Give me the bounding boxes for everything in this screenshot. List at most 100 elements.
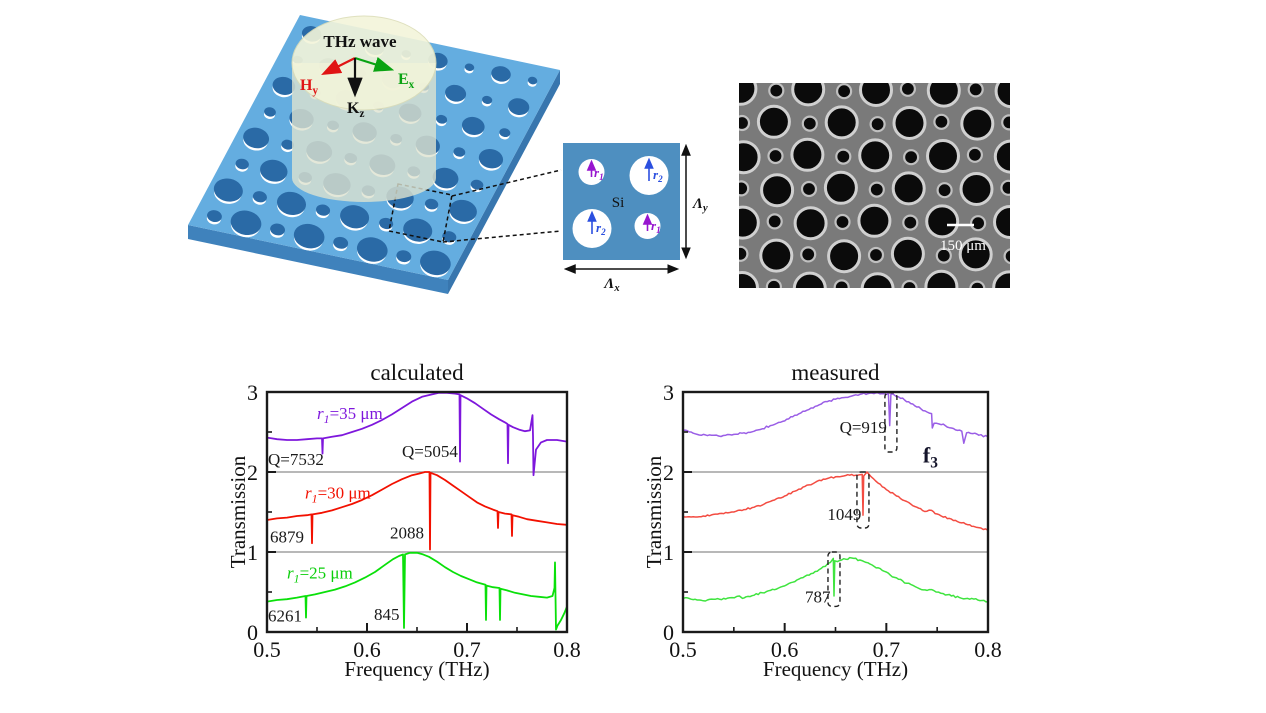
sem-hole-large	[792, 271, 827, 288]
slab-hole	[482, 95, 493, 104]
slab-side-left	[188, 225, 448, 294]
y-tick-label: 1	[247, 540, 258, 565]
slab-hole	[207, 210, 222, 223]
sem-hole-small	[800, 180, 818, 198]
sem-hole-small	[1001, 114, 1010, 131]
slab-hole	[270, 223, 285, 236]
sem-hole-small	[933, 113, 950, 130]
sem-hole-large	[892, 106, 927, 140]
annotation: Q=919	[840, 418, 887, 437]
x-tick-label: 0.8	[974, 637, 1002, 662]
r2-label: r2	[653, 167, 663, 184]
scale-bar-label: 150 μm	[940, 238, 986, 254]
series-group	[683, 392, 988, 603]
sem-hole-large	[759, 238, 794, 273]
lambda-y-label: Λy	[692, 196, 708, 214]
annotation: Q=5054	[402, 442, 458, 461]
slab-hole	[252, 191, 267, 203]
slab-hole	[264, 107, 276, 117]
sem-hole-small	[868, 181, 885, 198]
sem-hole-small	[766, 213, 783, 230]
slab-hole	[464, 63, 475, 71]
slab-hole	[424, 198, 439, 210]
chart-calculated: 0.5 0.6 0.7 0.8 0 1 2 3 calculated Frequency (THz…	[226, 360, 581, 681]
sem-hole-small	[967, 83, 984, 98]
x-tick-label: 0.5	[253, 637, 281, 662]
sem-hole-small	[801, 115, 818, 132]
annotation: 1049	[827, 505, 861, 524]
slab-hole	[293, 223, 325, 249]
x-tick-label: 0.6	[771, 637, 799, 662]
resonance-marker-box	[827, 551, 841, 608]
sem-hole-large	[959, 172, 994, 206]
slab-hole	[281, 139, 294, 150]
unit-cell-outline-on-slab	[388, 183, 453, 243]
sem-hole-small	[969, 280, 986, 288]
sem-hole-large	[756, 104, 791, 139]
annotation: 2088	[390, 523, 424, 542]
sem-hole-large	[858, 138, 893, 173]
series-r1-30um	[683, 471, 988, 532]
x-tick-label: 0.7	[873, 637, 901, 662]
slab-hole	[356, 237, 388, 262]
sem-hole-small	[1003, 248, 1010, 265]
sem-hole-small	[800, 246, 817, 263]
k-vector-label: Kz	[347, 100, 364, 120]
thz-beam-cylinder	[291, 15, 437, 202]
slab-hole	[243, 127, 270, 149]
slab-hole	[461, 116, 485, 136]
sem-hole-large	[823, 170, 858, 205]
sem-hole-large	[926, 139, 960, 173]
x-axis-label: Frequency (THz)	[763, 657, 908, 681]
sem-hole-large	[739, 205, 760, 240]
sem-hole-large	[793, 206, 828, 241]
h-field-arrow	[321, 57, 356, 75]
sem-hole-large	[739, 83, 758, 106]
series-r1-35um	[683, 392, 988, 444]
r1-label: r1	[651, 218, 661, 235]
x-tick-label: 0.6	[353, 637, 381, 662]
slab-side-right	[448, 70, 560, 294]
sem-hole-large	[926, 83, 961, 108]
sem-hole-large	[860, 272, 895, 288]
x-tick-label: 0.5	[669, 637, 697, 662]
sem-hole-small	[739, 180, 750, 197]
slab-hole	[470, 179, 484, 190]
sem-hole-large	[760, 173, 795, 208]
sem-hole-small	[969, 215, 987, 232]
zoom-connector-bottom	[442, 230, 562, 243]
unit-cell-diagram: r1 r2 r2 r1 Si Λy Λx	[563, 143, 708, 294]
sem-hole-small	[768, 83, 785, 99]
resonance-marker-box	[856, 471, 870, 529]
y-tick-label: 2	[663, 460, 674, 485]
slab-hole	[478, 149, 504, 169]
slab-hole	[432, 167, 459, 189]
sem-hole-small	[936, 182, 953, 199]
sem-hole-large	[992, 270, 1010, 288]
slab-hole	[333, 236, 349, 249]
sem-hole-small	[833, 279, 850, 288]
slab-hole	[315, 204, 331, 216]
wave-vectors: THz wave Hy Ex Kz	[300, 32, 415, 120]
r1-label: r1	[594, 165, 604, 182]
slab-hole	[445, 84, 467, 102]
lambda-x-label: Λx	[603, 276, 619, 294]
y-tick-label: 3	[663, 380, 674, 405]
slab-hole	[235, 158, 249, 170]
x-tick-label: 0.8	[553, 637, 581, 662]
slab-hole	[213, 178, 243, 202]
sem-hole-small	[899, 83, 916, 97]
e-field-arrow	[354, 56, 395, 72]
y-tick-label: 2	[247, 460, 258, 485]
sem-hole-small	[902, 149, 920, 166]
sem-hole-large	[890, 236, 925, 271]
sem-hole-small	[739, 114, 751, 132]
sem-hole-small	[834, 213, 851, 231]
annotation: r1=25 μm	[287, 563, 353, 585]
plot-frame	[265, 390, 569, 634]
slab-hole	[499, 128, 511, 138]
annotation: f3	[923, 442, 938, 471]
h-field-label: Hy	[300, 77, 318, 97]
series-group	[267, 392, 567, 631]
